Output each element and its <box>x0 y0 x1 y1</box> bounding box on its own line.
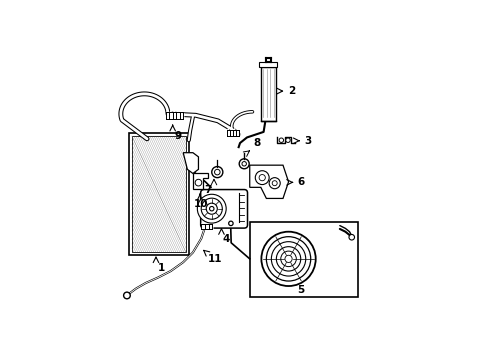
Circle shape <box>269 177 280 189</box>
Circle shape <box>123 292 130 299</box>
Circle shape <box>271 242 306 276</box>
Circle shape <box>286 138 290 143</box>
Text: 2: 2 <box>288 86 295 96</box>
FancyBboxPatch shape <box>201 190 247 228</box>
Circle shape <box>281 251 296 267</box>
Text: 6: 6 <box>297 177 305 187</box>
Circle shape <box>349 234 355 240</box>
Circle shape <box>229 221 233 226</box>
Polygon shape <box>193 174 208 189</box>
Text: 1: 1 <box>157 263 165 273</box>
Circle shape <box>197 194 226 223</box>
Polygon shape <box>183 153 198 174</box>
Circle shape <box>242 162 246 166</box>
Circle shape <box>285 255 292 262</box>
Circle shape <box>267 237 311 281</box>
Polygon shape <box>250 165 289 198</box>
Circle shape <box>195 179 202 186</box>
Bar <box>259 62 277 67</box>
Circle shape <box>215 169 220 175</box>
Circle shape <box>261 232 316 286</box>
Text: 7: 7 <box>205 185 212 195</box>
Circle shape <box>239 159 249 169</box>
Text: 4: 4 <box>223 234 230 244</box>
Text: 8: 8 <box>253 138 260 148</box>
Circle shape <box>272 181 277 186</box>
Circle shape <box>259 175 265 181</box>
Bar <box>129 133 189 255</box>
Circle shape <box>210 207 214 211</box>
Circle shape <box>255 171 269 185</box>
Circle shape <box>212 167 223 177</box>
Bar <box>132 136 186 252</box>
Text: 11: 11 <box>207 255 222 265</box>
Circle shape <box>279 138 284 143</box>
Circle shape <box>201 198 222 219</box>
Bar <box>261 67 276 121</box>
Bar <box>250 222 358 297</box>
Circle shape <box>276 247 301 271</box>
Text: 3: 3 <box>304 136 311 146</box>
Text: 5: 5 <box>297 285 305 294</box>
Text: 10: 10 <box>195 199 209 209</box>
Text: 9: 9 <box>174 131 181 140</box>
Circle shape <box>206 203 217 214</box>
